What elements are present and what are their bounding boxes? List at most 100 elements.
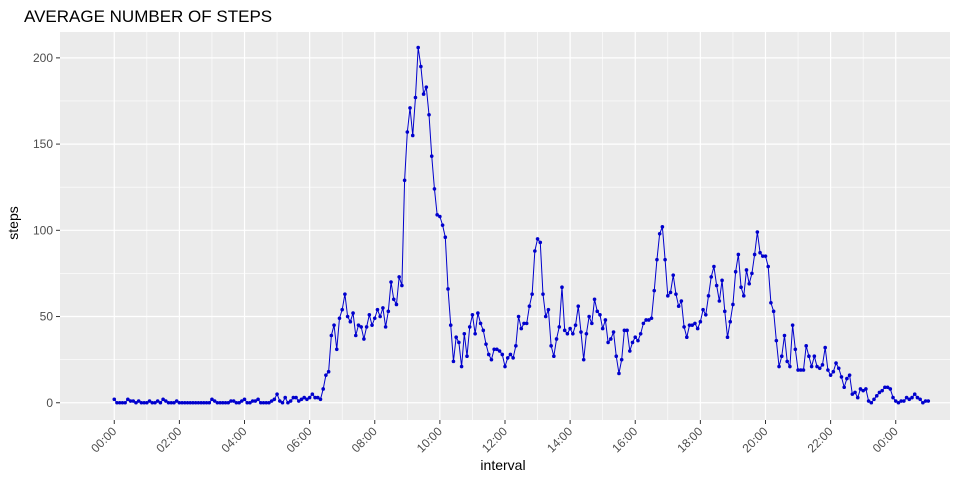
data-point <box>180 400 184 405</box>
data-point <box>117 400 122 405</box>
data-point <box>747 281 752 286</box>
data-point <box>462 331 467 336</box>
data-point <box>478 321 483 326</box>
data-point <box>638 331 643 336</box>
data-point <box>210 397 214 402</box>
data-point <box>405 130 410 134</box>
data-point <box>834 361 838 365</box>
data-point <box>549 344 553 348</box>
data-point <box>853 390 857 395</box>
data-point <box>674 292 678 296</box>
data-point <box>812 354 817 359</box>
data-point <box>918 397 922 402</box>
data-point <box>353 333 358 338</box>
data-point <box>774 338 779 343</box>
data-point <box>364 325 369 329</box>
data-point <box>628 349 632 353</box>
y-tick-label: 200 <box>33 51 53 65</box>
data-point <box>584 331 589 336</box>
data-point <box>850 392 855 396</box>
data-point <box>915 395 920 400</box>
data-point <box>538 240 543 245</box>
data-point <box>155 399 160 403</box>
data-point <box>142 400 146 405</box>
data-point <box>269 399 274 403</box>
data-point <box>291 395 296 400</box>
data-point <box>720 278 724 283</box>
data-point <box>766 264 770 269</box>
data-point <box>809 364 814 369</box>
data-point <box>771 309 776 314</box>
data-point <box>408 106 412 110</box>
data-point <box>261 400 266 405</box>
data-point <box>397 275 401 279</box>
data-point <box>817 366 822 371</box>
data-point <box>695 326 700 331</box>
data-point <box>581 357 586 362</box>
data-point <box>277 399 282 403</box>
data-point <box>237 400 241 405</box>
data-point <box>484 342 488 346</box>
data-point <box>402 178 407 183</box>
data-point <box>324 373 328 377</box>
data-point <box>600 326 605 331</box>
data-point <box>877 390 882 395</box>
data-point <box>356 323 361 327</box>
data-point <box>147 399 152 403</box>
data-point <box>215 400 220 405</box>
data-point <box>565 331 570 336</box>
data-point <box>218 400 222 405</box>
data-point <box>855 395 860 400</box>
data-point <box>381 306 385 310</box>
data-point <box>845 376 849 381</box>
data-point <box>885 385 890 390</box>
data-point <box>221 400 225 405</box>
data-point <box>714 283 719 288</box>
data-point <box>717 299 722 303</box>
data-point <box>391 297 396 302</box>
data-point <box>185 400 190 405</box>
data-point <box>202 400 206 405</box>
data-point <box>617 371 621 376</box>
data-point <box>294 395 298 400</box>
data-point <box>785 359 789 364</box>
data-point <box>530 292 534 296</box>
data-point <box>891 395 895 400</box>
data-point <box>543 314 548 319</box>
data-point <box>663 257 667 262</box>
grid-minor <box>60 32 950 420</box>
data-point <box>836 366 841 371</box>
data-point <box>345 314 350 319</box>
data-point <box>731 302 735 307</box>
data-point <box>533 249 537 253</box>
data-point <box>359 325 363 329</box>
data-point <box>172 400 176 405</box>
data-point <box>296 399 301 403</box>
data-point <box>315 395 320 400</box>
data-point <box>777 364 781 369</box>
data-point <box>828 373 833 377</box>
data-point <box>283 395 288 400</box>
data-point <box>516 314 521 319</box>
data-point <box>896 400 901 405</box>
data-point <box>196 400 201 405</box>
data-point <box>386 309 391 314</box>
data-point <box>193 400 198 405</box>
data-point <box>416 45 420 50</box>
data-point <box>622 328 627 333</box>
data-point <box>655 257 659 262</box>
data-point <box>383 325 388 329</box>
data-point <box>131 399 136 403</box>
data-point <box>641 321 646 326</box>
data-point <box>804 344 808 348</box>
data-point <box>465 354 469 359</box>
data-point <box>457 340 461 345</box>
data-point <box>272 397 277 402</box>
data-point <box>123 400 127 405</box>
data-point <box>150 400 155 405</box>
data-point <box>307 395 312 400</box>
data-point <box>161 397 165 402</box>
data-point <box>242 397 247 402</box>
data-point <box>424 85 429 89</box>
data-point <box>725 335 730 340</box>
